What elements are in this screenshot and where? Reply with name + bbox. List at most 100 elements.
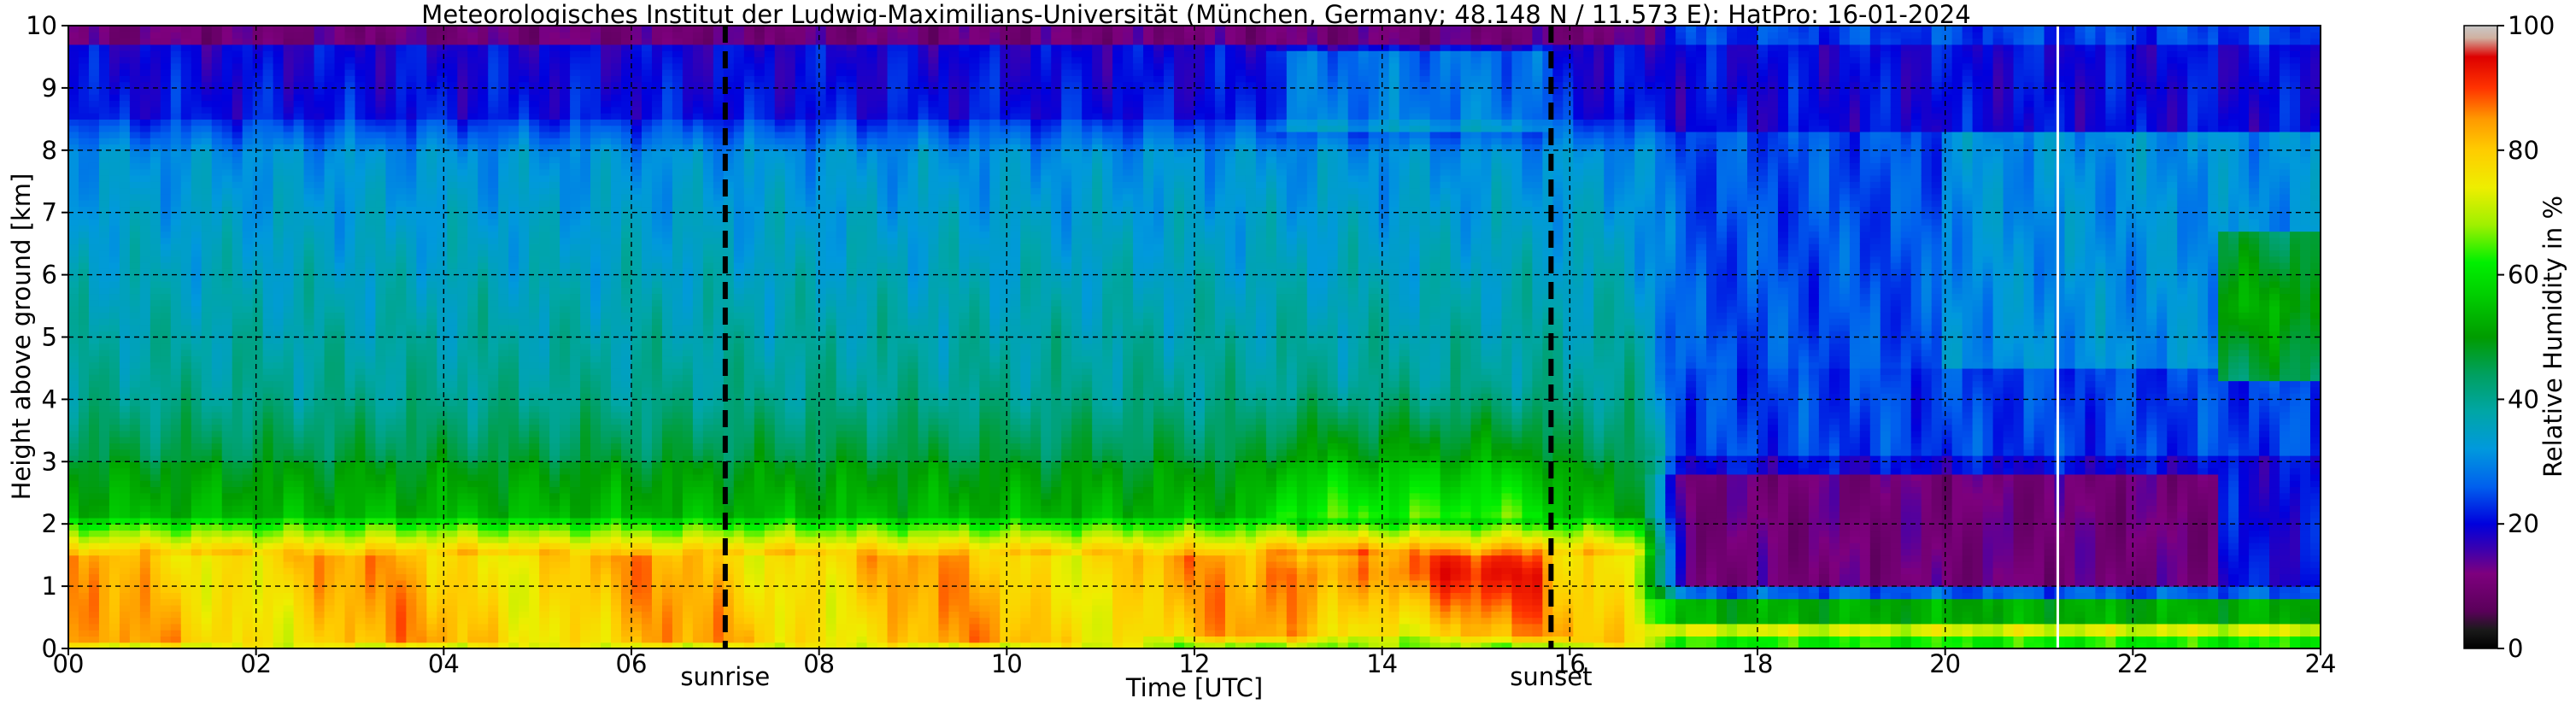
heatmap-cell [406,193,417,201]
heatmap-cell [478,156,489,163]
heatmap-cell [334,26,346,32]
heatmap-cell [560,424,571,431]
heatmap-cell [457,492,468,500]
heatmap-cell [88,138,100,145]
heatmap-cell [467,636,478,643]
heatmap-cell [488,617,499,625]
heatmap-cell [78,461,90,469]
heatmap-cell [273,168,285,176]
heatmap-cell [519,623,530,631]
heatmap-cell [201,106,213,114]
heatmap-cell [508,26,519,32]
heatmap-cell [529,231,540,238]
heatmap-cell [98,168,110,176]
heatmap-cell [232,636,244,643]
heatmap-cell [293,218,305,226]
heatmap-cell [119,187,131,195]
heatmap-cell [488,623,499,631]
heatmap-cell [242,218,254,226]
heatmap-cell [467,505,478,513]
heatmap-cell [201,343,213,350]
heatmap-cell [160,249,172,257]
heatmap-cell [293,174,305,182]
heatmap-cell [252,393,264,400]
heatmap-cell [139,617,151,625]
heatmap-cell [508,455,519,462]
heatmap-cell [201,331,213,338]
heatmap-cell [314,411,326,419]
heatmap-cell [375,536,387,543]
heatmap-cell [88,517,100,525]
heatmap-cell [68,480,79,488]
heatmap-cell [437,560,448,568]
heatmap-cell [221,536,233,543]
heatmap-cell [498,361,509,369]
heatmap-cell [498,75,509,83]
heatmap-cell [519,455,530,462]
heatmap-cell [283,50,295,58]
heatmap-cell [324,630,336,637]
heatmap-cell [119,249,131,257]
heatmap-cell [273,586,285,593]
heatmap-cell [150,424,161,431]
heatmap-cell [191,94,202,102]
heatmap-cell [314,312,326,320]
heatmap-cell [314,125,326,132]
heatmap-cell [529,38,540,45]
heatmap-cell [242,549,254,556]
heatmap-cell [508,623,519,631]
heatmap-cell [88,343,100,350]
heatmap-cell [478,430,489,437]
heatmap-cell [262,386,274,394]
heatmap-cell [396,312,407,320]
heatmap-cell [150,206,161,214]
heatmap-cell [355,187,367,195]
heatmap-cell [98,75,110,83]
heatmap-cell [170,380,182,388]
heatmap-cell [467,393,478,400]
heatmap-cell [355,492,367,500]
heatmap-cell [375,231,387,238]
heatmap-cell [560,543,571,549]
heatmap-cell [334,623,346,631]
heatmap-cell [191,604,202,612]
heatmap-cell [519,604,530,612]
heatmap-cell [334,598,346,606]
heatmap-cell [273,162,285,170]
heatmap-cell [488,299,499,307]
heatmap-cell [242,100,254,108]
heatmap-cell [273,218,285,226]
heatmap-cell [109,144,120,151]
heatmap-cell [560,524,571,531]
heatmap-cell [519,62,530,70]
heatmap-cell [191,119,202,126]
heatmap-cell [344,312,356,320]
heatmap-cell [262,343,274,350]
heatmap-cell [447,361,458,369]
heatmap-cell [262,355,274,363]
heatmap-cell [365,181,377,189]
heatmap-cell [252,280,264,288]
heatmap-cell [447,26,458,32]
heatmap-cell [508,156,519,163]
heatmap-cell [416,87,427,95]
heatmap-cell [303,554,315,562]
heatmap-cell [252,87,264,95]
heatmap-cell [447,144,458,151]
heatmap-cell [385,567,397,575]
heatmap-cell [396,125,407,132]
heatmap-cell [98,405,110,413]
heatmap-cell [314,536,326,543]
heatmap-cell [211,461,223,469]
heatmap-cell [170,543,182,549]
heatmap-cell [334,87,346,95]
heatmap-cell [191,617,202,625]
heatmap-cell [385,138,397,145]
heatmap-cell [150,299,161,307]
heatmap-cell [68,486,79,494]
heatmap-cell [334,75,346,83]
heatmap-cell [98,617,110,625]
heatmap-cell [396,337,407,344]
heatmap-cell [457,611,468,619]
heatmap-cell [242,268,254,276]
